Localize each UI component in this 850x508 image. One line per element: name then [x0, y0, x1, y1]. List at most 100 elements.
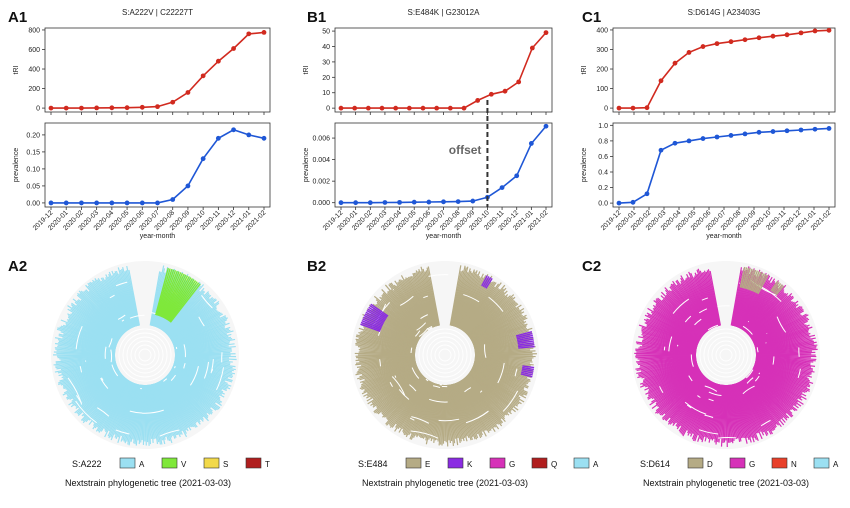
- tree-internal-edge: [704, 385, 718, 392]
- tree-branch: [465, 291, 505, 334]
- tree-branch: [755, 355, 817, 361]
- tree-branch: [651, 372, 703, 410]
- tree-branch: [746, 292, 789, 335]
- panel-letter: A2: [8, 258, 27, 275]
- tree-branch: [670, 285, 708, 332]
- tri-plot-frame: [612, 27, 836, 113]
- tree-branch: [440, 384, 445, 445]
- tree-branch: [682, 381, 713, 437]
- tree-branch: [680, 277, 712, 330]
- tree-branch: [159, 380, 189, 432]
- tree-branch: [356, 360, 416, 374]
- tree-highlight-clade: [522, 365, 535, 369]
- prevalence-plot-ytick-label: 0.6: [598, 154, 608, 161]
- tri-plot-ytick-label: 400: [596, 27, 608, 34]
- tree-branch: [472, 323, 525, 345]
- tree-branch: [644, 322, 699, 345]
- prevalence-plot-data-point: [231, 127, 236, 133]
- tree-branch: [754, 330, 809, 348]
- tree-branch: [358, 332, 417, 349]
- tree-branch: [107, 382, 134, 437]
- tree-branch: [755, 351, 816, 355]
- tree-branch: [466, 296, 508, 335]
- tree-branch: [469, 371, 519, 406]
- tree-internal-edge: [717, 305, 730, 307]
- tree-branch: [62, 364, 118, 387]
- tree-internal-edge: [410, 347, 413, 354]
- tri-plot-ytick-label: 0: [326, 106, 330, 113]
- tree-highlight-clade: [368, 306, 387, 320]
- prevalence-plot-ytick-label: 0.2: [598, 185, 608, 192]
- tree-branch: [161, 379, 197, 428]
- tree-branch: [388, 284, 427, 332]
- tree-internal-edge: [423, 295, 429, 299]
- tree-branch: [701, 272, 719, 327]
- tree-branch: [167, 373, 213, 412]
- tree-branch: [163, 284, 205, 333]
- tree-highlight-clade: [161, 272, 184, 318]
- tree-branch: [149, 271, 161, 326]
- tree-branch: [474, 358, 532, 369]
- tree-caption: Nextstrain phylogenetic tree (2021-03-03…: [643, 478, 809, 488]
- tree-branch: [462, 282, 502, 332]
- tree-branch: [398, 279, 430, 330]
- tree-internal-edge: [514, 368, 518, 377]
- tree-branch: [70, 371, 121, 408]
- tree-branch: [146, 384, 152, 445]
- tree-branch: [676, 279, 711, 331]
- tree-branch: [740, 380, 772, 435]
- tree-branch: [376, 373, 423, 414]
- tree-branch: [93, 378, 128, 426]
- tree-internal-edge: [101, 377, 104, 381]
- tree-branch: [85, 377, 126, 423]
- tri-plot-data-point: [261, 29, 267, 35]
- tree-internal-edge: [108, 338, 113, 348]
- tree-branch: [117, 383, 137, 443]
- tree-branch: [458, 381, 487, 431]
- tree-branch: [461, 379, 495, 428]
- tree-branch: [120, 383, 138, 436]
- tree-branch: [442, 384, 446, 444]
- legend-swatch: [531, 457, 548, 469]
- tree-branch: [355, 357, 416, 366]
- tree-branch: [400, 275, 432, 329]
- prevalence-plot-data-point: [528, 141, 534, 146]
- tree-branch: [449, 265, 462, 326]
- tree-branch: [718, 384, 725, 443]
- tree-branch: [91, 281, 128, 332]
- tree-branch: [473, 330, 529, 348]
- tree-branch: [742, 379, 776, 429]
- tree-branch: [637, 357, 697, 366]
- tree-branch: [67, 313, 119, 342]
- tree-branch: [441, 384, 445, 446]
- tree-branch: [458, 275, 487, 329]
- tree-branch: [647, 369, 701, 400]
- prevalence-plot-frame: [334, 122, 553, 208]
- tree-branch: [635, 359, 697, 370]
- tree-internal-edge: [688, 375, 693, 382]
- tree-branch: [416, 383, 436, 438]
- tree-branch: [733, 383, 752, 443]
- tri-plot-data-point: [48, 105, 54, 111]
- tree-internal-edge: [110, 349, 113, 363]
- tree-branch: [95, 379, 130, 432]
- tree-branch: [637, 355, 697, 360]
- tree-branch: [359, 362, 417, 381]
- tree-branch: [732, 384, 748, 444]
- tree-branch: [676, 379, 710, 430]
- tree-branch: [161, 379, 195, 428]
- tree-branch: [655, 373, 703, 412]
- tree-branch: [174, 342, 230, 352]
- tree-branch: [168, 300, 220, 338]
- tree-branch: [426, 267, 440, 326]
- legend-label: V: [181, 460, 187, 469]
- tree-highlight-clade: [517, 338, 534, 343]
- tree-branch: [94, 280, 129, 331]
- tree-internal-edge: [415, 330, 421, 337]
- tree-branch: [744, 377, 785, 426]
- tree-branch: [754, 364, 810, 385]
- tree-branch: [689, 382, 715, 434]
- tri-plot-data-point: [246, 31, 252, 37]
- tree-branch: [373, 373, 422, 413]
- tree-branch: [419, 383, 437, 438]
